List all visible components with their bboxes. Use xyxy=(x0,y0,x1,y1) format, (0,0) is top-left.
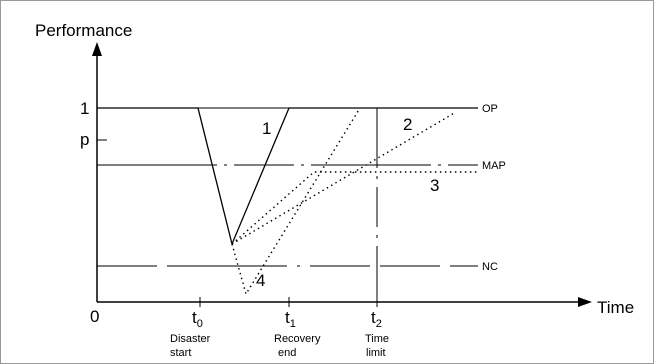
x-axis-arrowhead xyxy=(578,297,592,307)
time-mark-t1: t1 Recovery end xyxy=(274,308,321,359)
nc-label: NC xyxy=(482,261,498,273)
y-axis-title: Performance xyxy=(35,21,132,40)
svg-text:t0: t0 xyxy=(192,308,203,330)
svg-text:t2: t2 xyxy=(371,308,382,330)
curve-2 xyxy=(231,111,457,245)
t0-caption-line1: Disaster xyxy=(170,333,211,345)
curve-1 xyxy=(97,107,478,247)
x-axis-title: Time xyxy=(597,298,634,317)
map-label: MAP xyxy=(482,160,506,172)
t0-caption-line2: start xyxy=(170,347,191,359)
t2-sub: 2 xyxy=(376,318,382,330)
t1-caption-line2: end xyxy=(278,347,296,359)
t2-caption-line1: Time xyxy=(365,333,389,345)
y-label-1: 1 xyxy=(80,99,89,118)
origin-label: 0 xyxy=(90,307,99,326)
op-label: OP xyxy=(482,103,498,115)
t0-sub: 0 xyxy=(197,318,203,330)
t1-sub: 1 xyxy=(290,318,296,330)
y-axis-arrowhead xyxy=(92,42,102,56)
t2-caption-line2: limit xyxy=(366,347,386,359)
t1-base: t xyxy=(285,308,290,327)
time-mark-t0: t0 Disaster start xyxy=(170,308,211,359)
time-mark-t2: t2 Time limit xyxy=(365,308,389,359)
curve-3-label: 3 xyxy=(430,176,439,195)
curve-3 xyxy=(231,171,478,245)
t1-caption-line1: Recovery xyxy=(274,333,321,345)
curve-4-label: 4 xyxy=(256,271,265,290)
curve-2-label: 2 xyxy=(403,115,412,134)
y-label-p: p xyxy=(80,130,89,149)
svg-text:t1: t1 xyxy=(285,308,296,330)
t0-base: t xyxy=(192,308,197,327)
t2-base: t xyxy=(371,308,376,327)
curve-1-label: 1 xyxy=(262,119,271,138)
